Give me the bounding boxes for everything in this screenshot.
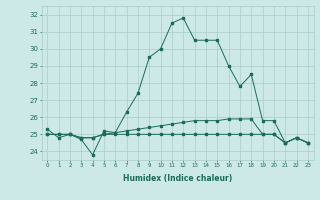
X-axis label: Humidex (Indice chaleur): Humidex (Indice chaleur) (123, 174, 232, 183)
